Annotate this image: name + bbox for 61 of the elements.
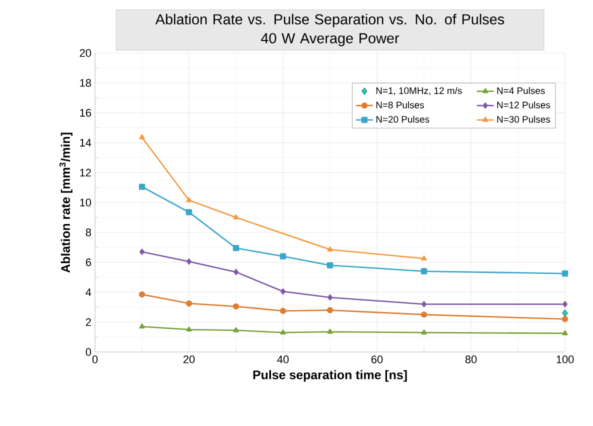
x-tick-label: 0	[92, 356, 98, 364]
point	[562, 270, 568, 277]
point	[328, 294, 332, 301]
point	[232, 303, 240, 310]
point	[327, 328, 333, 334]
point	[280, 308, 286, 314]
point	[234, 268, 238, 276]
point	[186, 197, 192, 202]
y-tick-label: 12	[80, 168, 91, 176]
point	[186, 209, 192, 216]
point	[186, 258, 192, 265]
point	[232, 245, 240, 252]
point	[233, 327, 239, 332]
chart-subtitle: 40 W Average Power	[261, 33, 400, 46]
y-axis-title: Ablation rate [mm$^{3}$/min]	[59, 132, 72, 273]
x-tick-label: 60	[371, 356, 383, 364]
point	[280, 288, 286, 295]
legend-label: N=8 Pulses	[376, 101, 424, 108]
point	[138, 184, 146, 190]
y-tick-label: 20	[80, 49, 92, 57]
point	[327, 246, 333, 252]
y-tick-label: 0	[86, 348, 92, 356]
point	[420, 268, 428, 274]
point	[562, 301, 568, 308]
x-tick-label: 100	[556, 356, 574, 364]
legend-label: N=20 Pulses	[376, 116, 430, 123]
point	[139, 134, 145, 140]
x-tick-label: 80	[465, 356, 477, 364]
legend-label: N=12 Pulses	[497, 101, 550, 108]
y-tick-label: 18	[80, 79, 91, 87]
y-tick-label: 14	[80, 138, 92, 146]
x-axis-title: Pulse separation time [ns]	[253, 370, 407, 382]
point	[326, 307, 334, 314]
point	[186, 326, 192, 332]
point	[186, 300, 192, 306]
point	[562, 330, 568, 336]
x-tick-label: 40	[277, 356, 289, 364]
point	[421, 255, 427, 260]
y-tick-label: 2	[86, 318, 91, 326]
y-tick-label: 4	[86, 288, 92, 296]
x-tick-label: 20	[183, 356, 195, 364]
point	[421, 329, 427, 334]
point	[280, 253, 286, 260]
point	[562, 309, 568, 317]
point	[140, 248, 144, 255]
point	[420, 312, 428, 318]
point	[138, 291, 146, 298]
y-tick-label: 8	[86, 228, 91, 236]
legend-label: N=30 Pulses	[497, 116, 550, 123]
point	[422, 301, 426, 308]
point	[280, 329, 286, 334]
point	[326, 262, 334, 268]
y-tick-label: 10	[80, 198, 92, 206]
point	[233, 214, 239, 220]
chart-title: Ablation Rate vs. Pulse Separation vs. No. of Pulses	[155, 14, 504, 28]
y-tick-label: 16	[80, 108, 91, 117]
point	[562, 316, 568, 322]
y-tick-label: 6	[86, 258, 91, 266]
legend-label: N=1, 10MHz, 12 m/s	[376, 87, 462, 96]
legend-label: N=4 Pulses	[497, 87, 545, 94]
point	[139, 323, 145, 328]
